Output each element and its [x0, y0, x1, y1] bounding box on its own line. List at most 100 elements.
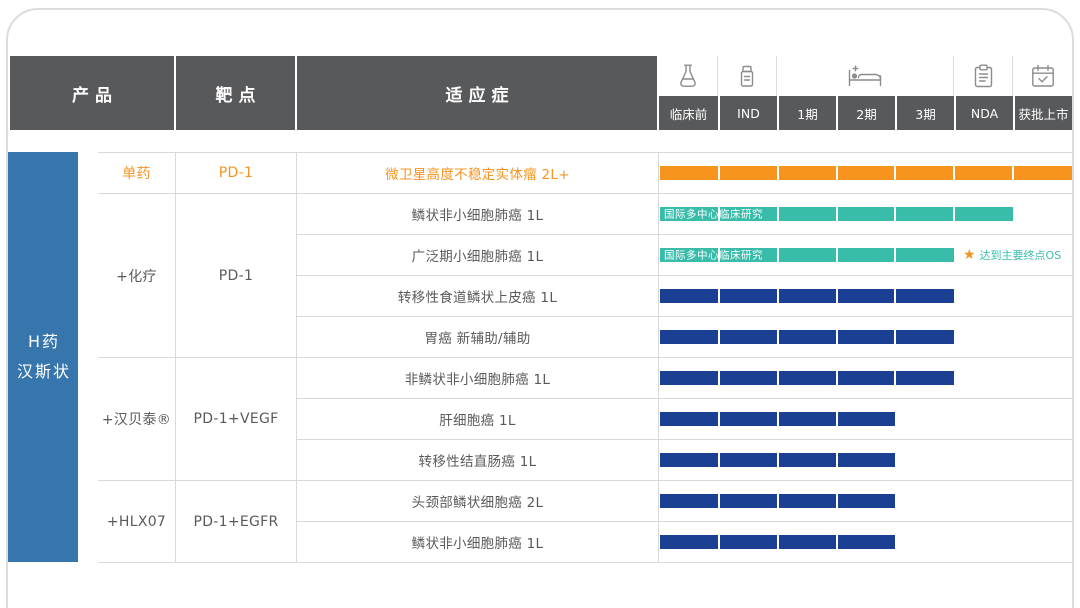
- timeline-cell: [659, 317, 1072, 358]
- pipeline-bar: [660, 494, 896, 508]
- card-border: [6, 8, 1074, 608]
- indication-cell: 头颈部鳞状细胞癌 2L: [297, 481, 659, 522]
- indication-cell: 转移性结直肠癌 1L: [297, 440, 659, 481]
- calendar-check-icon: [1013, 56, 1072, 96]
- pipeline-bar: [660, 535, 896, 549]
- bar-segment-divider: [717, 330, 720, 344]
- product-cell: +HLX07: [98, 481, 176, 563]
- bar-segment-divider: [835, 289, 838, 303]
- timeline-cell: [659, 153, 1072, 194]
- header-product: 产品: [10, 56, 174, 130]
- bar-segment-divider: [717, 535, 720, 549]
- bar-segment-divider: [835, 494, 838, 508]
- phase-label-1: 临床前: [669, 106, 708, 122]
- bar-segment-divider: [776, 289, 779, 303]
- phase-label-6: NDA: [954, 96, 1013, 130]
- bar-segment-divider: [894, 166, 897, 180]
- drug-sidebar: H药 汉斯状: [8, 152, 78, 562]
- bar-segment-divider: [835, 330, 838, 344]
- timeline-cell: [659, 358, 1072, 399]
- timeline-cell: 国际多中心临床研究 ★ 达到主要终点OS: [659, 235, 1072, 276]
- timeline-cell: [659, 276, 1072, 317]
- indication-cell: 胃癌 新辅助/辅助: [297, 317, 659, 358]
- bar-segment-divider: [776, 412, 779, 426]
- target-cell: PD-1+VEGF: [176, 358, 297, 481]
- bar-segment-divider: [894, 289, 897, 303]
- bar-segment-divider: [717, 412, 720, 426]
- drug-code: H药: [27, 332, 61, 351]
- clipboard-icon: [954, 56, 1013, 96]
- product-cell: +汉贝泰®: [98, 358, 176, 481]
- timeline-cell: [659, 481, 1072, 522]
- pipeline-bar: [660, 412, 896, 426]
- phase-label-4: 2期: [836, 96, 895, 130]
- bar-segment-divider: [717, 494, 720, 508]
- bar-segment-divider: [717, 207, 720, 221]
- bar-segment-divider: [717, 248, 720, 262]
- indication-cell: 非鳞状非小细胞肺癌 1L: [297, 358, 659, 399]
- bar-segment-divider: [776, 330, 779, 344]
- bar-segment-divider: [776, 166, 779, 180]
- bar-segment-divider: [835, 207, 838, 221]
- phase-icon-row: [659, 56, 1072, 96]
- bar-segment-divider: [894, 330, 897, 344]
- indication-cell: 肝细胞癌 1L: [297, 399, 659, 440]
- indication-cell: 鳞状非小细胞肺癌 1L: [297, 194, 659, 235]
- header-indication: 适应症: [297, 56, 657, 130]
- target-cell: PD-1: [176, 153, 297, 194]
- bar-segment-divider: [717, 289, 720, 303]
- pipeline-grid: 单药 PD-1 微卫星高度不稳定实体瘤 2L+ +化疗 PD-1 鳞状非小细胞肺癌 1L 国…: [98, 152, 1072, 563]
- drug-name: 汉斯状: [16, 362, 71, 381]
- table-header: 产品 靶点 适应症: [10, 56, 1072, 130]
- star-icon: ★: [963, 247, 976, 263]
- indication-cell: 转移性食道鳞状上皮癌 1L: [297, 276, 659, 317]
- pipeline-bar: 国际多中心临床研究: [660, 207, 1014, 221]
- bar-segment-divider: [835, 453, 838, 467]
- bar-segment-divider: [953, 166, 956, 180]
- timeline-cell: 国际多中心临床研究: [659, 194, 1072, 235]
- pipeline-bar: 国际多中心临床研究: [660, 248, 955, 262]
- bar-segment-divider: [835, 166, 838, 180]
- bar-segment-divider: [776, 535, 779, 549]
- phase-label-7: 获批上市: [1013, 96, 1072, 130]
- pipeline-bar: [660, 166, 1072, 180]
- milestone-annotation: ★ 达到主要终点OS: [963, 247, 1061, 263]
- bar-segment-divider: [776, 494, 779, 508]
- pill-bottle-icon: [718, 56, 777, 96]
- pipeline-bar: [660, 289, 955, 303]
- bar-segment-divider: [835, 535, 838, 549]
- bar-segment-divider: [776, 371, 779, 385]
- bar-segment-divider: [894, 371, 897, 385]
- phase-label-2: IND: [718, 96, 777, 130]
- bar-label: 国际多中心临床研究: [664, 249, 763, 262]
- target-cell: PD-1: [176, 194, 297, 358]
- indication-cell: 广泛期小细胞肺癌 1L: [297, 235, 659, 276]
- pipeline-bar: [660, 330, 955, 344]
- bar-label: 国际多中心临床研究: [664, 208, 763, 221]
- product-cell: +化疗: [98, 194, 176, 358]
- timeline-cell: [659, 440, 1072, 481]
- target-cell: PD-1+EGFR: [176, 481, 297, 563]
- bar-segment-divider: [835, 248, 838, 262]
- product-cell: 单药: [98, 153, 176, 194]
- timeline-cell: [659, 399, 1072, 440]
- bar-segment-divider: [717, 371, 720, 385]
- timeline-cell: [659, 522, 1072, 563]
- bar-segment-divider: [953, 207, 956, 221]
- bar-segment-divider: [717, 453, 720, 467]
- phase-label-5: 3期: [895, 96, 954, 130]
- bar-segment-divider: [776, 248, 779, 262]
- indication-cell: 微卫星高度不稳定实体瘤 2L+: [297, 153, 659, 194]
- bar-segment-divider: [835, 371, 838, 385]
- bar-segment-divider: [776, 453, 779, 467]
- bar-segment-divider: [894, 248, 897, 262]
- phase-header: 临床前 IND 1期 2期 3期 NDA 获批上市: [659, 56, 1072, 130]
- bar-segment-divider: [776, 207, 779, 221]
- indication-cell: 鳞状非小细胞肺癌 1L: [297, 522, 659, 563]
- milestone-text: 达到主要终点OS: [979, 249, 1062, 262]
- pipeline-bar: [660, 371, 955, 385]
- bar-segment-divider: [835, 412, 838, 426]
- bar-segment-divider: [717, 166, 720, 180]
- header-target: 靶点: [176, 56, 295, 130]
